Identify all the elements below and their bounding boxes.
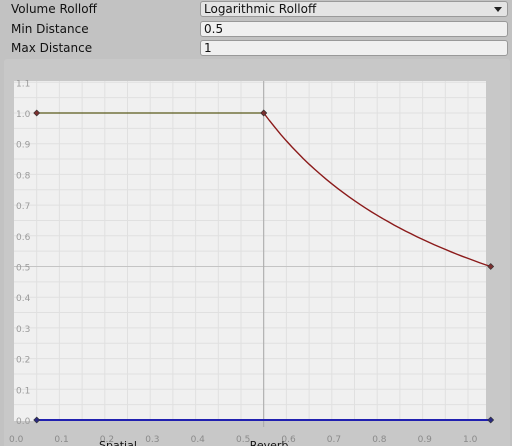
y-tick-label: 0.1 <box>16 386 30 396</box>
y-tick-label: 0.2 <box>16 356 30 366</box>
volume-rolloff-row: Volume Rolloff Logarithmic Rolloff <box>0 0 512 20</box>
x-tick-label: 0.0 <box>9 435 24 445</box>
max-distance-field[interactable]: 1 <box>200 40 508 56</box>
y-tick-label: 0.8 <box>16 171 31 181</box>
min-distance-label: Min Distance <box>11 22 89 36</box>
x-tick-label: 0.8 <box>372 435 387 445</box>
x-tick-label: 1.0 <box>463 435 478 445</box>
x-tick-label: 0.5 <box>236 435 250 445</box>
y-tick-label: 0.7 <box>16 202 30 212</box>
x-tick-label: 0.4 <box>191 435 206 445</box>
keyframe-point <box>33 416 41 424</box>
max-distance-label: Max Distance <box>11 41 93 55</box>
rolloff-curve-graph[interactable]: 0.0 0.1 0.2 0.3 0.4 0.5 0.6 0.7 0.8 0.9 1.0 1.1 0.0 0… <box>4 59 510 446</box>
y-tick-label: 0.4 <box>16 294 31 304</box>
series-curve <box>263 112 491 268</box>
keyframe-point <box>33 109 41 117</box>
x-tick-label: 0.2 <box>100 435 114 445</box>
x-tick-label: 0.6 <box>281 435 296 445</box>
y-tick-label: 0.3 <box>16 325 30 335</box>
rolloff-chart: 0.0 0.1 0.2 0.3 0.4 0.5 0.6 0.7 0.8 0.9 1.0 1.1 0.0 0… <box>9 79 495 446</box>
reverb-label: Reverb <box>250 439 289 446</box>
max-distance-row: Max Distance 1 <box>0 39 512 59</box>
y-tick-label: 1.1 <box>16 79 30 89</box>
min-distance-row: Min Distance 0.5 <box>0 20 512 40</box>
volume-rolloff-label: Volume Rolloff <box>11 2 97 16</box>
y-tick-label: 1.0 <box>16 110 31 120</box>
keyframe-point <box>260 109 268 117</box>
y-tick-label: 0.6 <box>16 233 31 243</box>
min-distance-field[interactable]: 0.5 <box>200 21 508 37</box>
keyframe-point <box>487 416 495 424</box>
y-tick-label: 0.0 <box>16 417 31 427</box>
spatial-label: Spatial <box>99 439 137 446</box>
y-tick-label: 0.9 <box>16 141 31 151</box>
volume-rolloff-dropdown[interactable]: Logarithmic Rolloff <box>200 1 508 17</box>
y-tick-label: 0.5 <box>16 264 30 274</box>
x-tick-label: 0.3 <box>145 435 159 445</box>
x-tick-label: 0.1 <box>54 435 68 445</box>
keyframe-point <box>487 263 495 270</box>
x-tick-label: 0.9 <box>418 435 433 445</box>
x-tick-label: 0.7 <box>327 435 341 445</box>
chevron-down-icon <box>494 7 502 12</box>
volume-rolloff-value: Logarithmic Rolloff <box>204 2 317 16</box>
